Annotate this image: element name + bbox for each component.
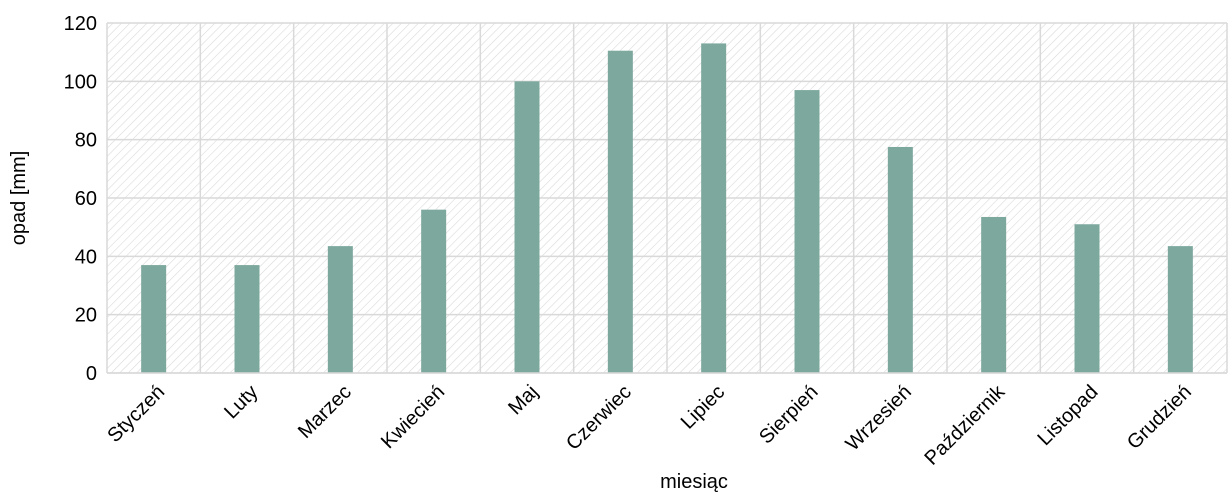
x-axis-label: miesiąc	[660, 471, 728, 493]
y-tick-label: 100	[64, 71, 97, 93]
x-tick-label: Luty	[220, 381, 262, 423]
x-tick-label: Lipiec	[677, 381, 730, 434]
y-tick-label: 120	[64, 13, 97, 35]
x-tick-label: Kwiecień	[377, 381, 449, 453]
y-axis-label: opad [mm]	[8, 151, 30, 245]
x-tick-label: Październik	[921, 380, 1010, 469]
y-tick-label: 60	[75, 188, 97, 210]
bar-5	[607, 50, 633, 373]
bar-8	[887, 146, 913, 373]
bar-7	[794, 90, 820, 373]
x-tick-label: Czerwiec	[562, 381, 636, 455]
y-tick-label: 40	[75, 246, 97, 268]
x-axis-ticks: Styczeń Luty Marzec Kwiecień Maj Czerwiec Lipi…	[103, 380, 1196, 469]
bar-2	[327, 246, 353, 373]
x-tick-label: Maj	[504, 381, 542, 419]
y-axis-ticks: 0 20 40 60 80 100 120	[64, 13, 97, 385]
bar-6	[701, 43, 727, 374]
bar-10	[1074, 224, 1100, 373]
bar-11	[1167, 246, 1193, 373]
bars	[141, 43, 1193, 374]
bar-1	[234, 265, 260, 373]
y-tick-label: 0	[86, 363, 97, 385]
bar-0	[141, 265, 167, 373]
x-tick-label: Listopad	[1034, 381, 1103, 450]
bar-4	[514, 81, 540, 373]
x-tick-label: Wrzesień	[842, 381, 916, 455]
x-tick-label: Marzec	[294, 381, 356, 443]
x-tick-label: Sierpień	[755, 381, 822, 448]
bar-9	[981, 216, 1007, 373]
y-tick-label: 20	[75, 305, 97, 327]
x-tick-label: Grudzień	[1123, 381, 1196, 454]
bar-3	[421, 209, 447, 373]
gridlines	[106, 22, 1228, 374]
y-tick-label: 80	[75, 130, 97, 152]
x-tick-label: Styczeń	[103, 381, 169, 447]
